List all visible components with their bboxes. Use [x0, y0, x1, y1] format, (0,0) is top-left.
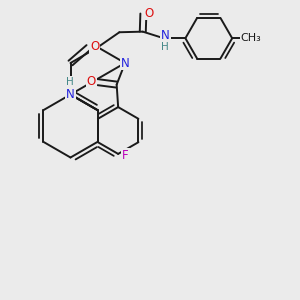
Text: F: F — [122, 148, 129, 162]
Text: N: N — [161, 29, 170, 42]
Text: H: H — [161, 42, 169, 52]
Text: CH₃: CH₃ — [241, 33, 262, 43]
Text: O: O — [90, 40, 99, 53]
Text: O: O — [87, 75, 96, 88]
Text: N: N — [121, 56, 129, 70]
Text: H: H — [66, 77, 74, 87]
Text: O: O — [145, 7, 154, 20]
Text: N: N — [66, 88, 75, 101]
